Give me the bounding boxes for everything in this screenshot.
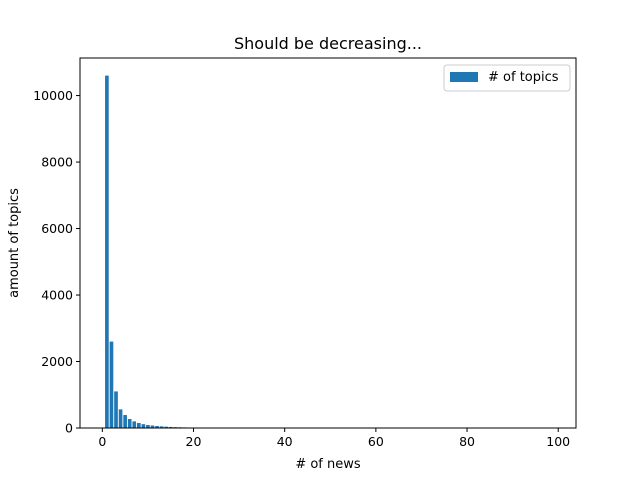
bar xyxy=(132,421,137,428)
y-tick-label: 0 xyxy=(65,421,73,436)
legend: # of topics xyxy=(443,64,571,92)
bar xyxy=(159,426,164,428)
bar xyxy=(109,341,114,428)
bar xyxy=(105,75,109,428)
bar xyxy=(127,419,132,428)
chart-title: Should be decreasing... xyxy=(234,34,422,53)
bar xyxy=(118,409,123,428)
bar xyxy=(146,425,150,428)
legend-box xyxy=(443,64,571,92)
x-tick-label: 80 xyxy=(459,434,475,449)
x-tick-label: 100 xyxy=(546,434,570,449)
bar xyxy=(123,415,127,428)
y-tick-label: 2000 xyxy=(41,354,73,369)
legend-label: # of topics xyxy=(488,70,559,85)
x-tick-label: 0 xyxy=(98,434,106,449)
y-tick-label: 10000 xyxy=(33,88,73,103)
x-axis-ticks: 0 20 40 60 80 100 xyxy=(98,428,570,449)
y-tick-label: 6000 xyxy=(41,221,73,236)
bar xyxy=(164,426,168,428)
plot-area-frame xyxy=(79,57,577,429)
bar xyxy=(150,425,155,428)
bar xyxy=(141,424,146,428)
bar xyxy=(114,391,118,428)
y-tick-label: 4000 xyxy=(41,288,73,303)
y-tick-label: 8000 xyxy=(41,155,73,170)
bar xyxy=(168,426,173,428)
bar xyxy=(136,423,141,428)
bar xyxy=(155,426,159,428)
y-axis-label: amount of topics xyxy=(7,188,22,298)
x-tick-label: 20 xyxy=(186,434,202,449)
legend-swatch xyxy=(450,72,478,82)
x-axis-label: # of news xyxy=(295,457,361,472)
x-tick-label: 60 xyxy=(368,434,384,449)
x-tick-label: 40 xyxy=(277,434,293,449)
y-axis-ticks: 0 2000 4000 6000 8000 10000 xyxy=(33,88,80,436)
